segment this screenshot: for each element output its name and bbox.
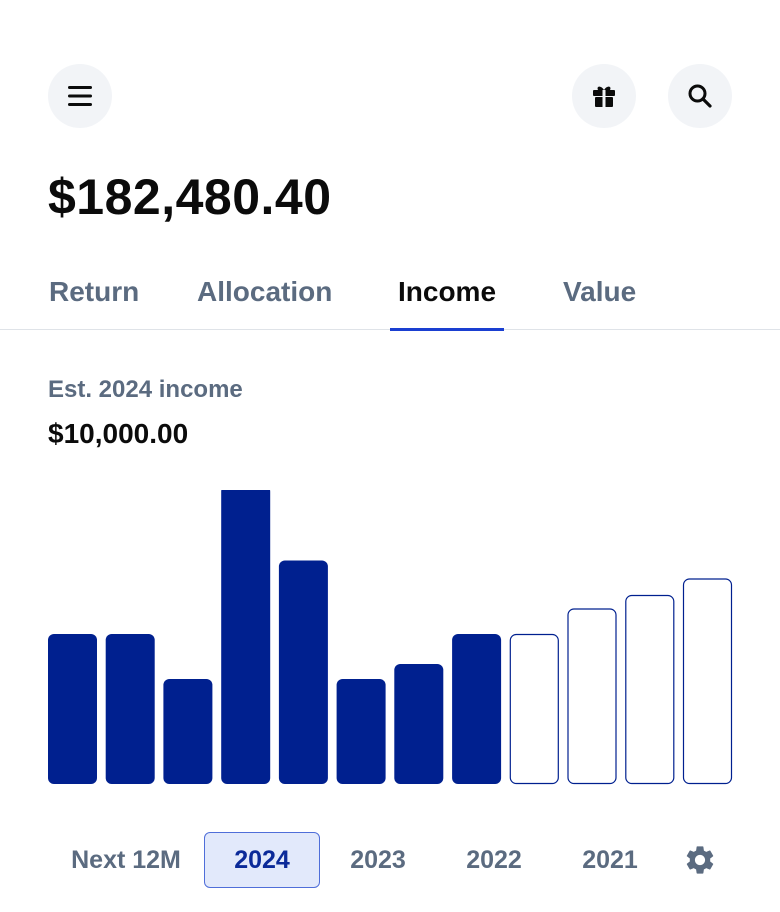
portfolio-balance: $182,480.40 <box>48 169 332 225</box>
search-button[interactable] <box>668 64 732 128</box>
gift-icon <box>593 86 615 107</box>
income-bar[interactable] <box>278 560 328 785</box>
income-bar[interactable] <box>394 664 444 784</box>
tab-bar: Return Allocation Income Value <box>0 262 780 331</box>
gear-icon <box>686 846 714 874</box>
period-2024[interactable]: 2024 <box>204 832 320 888</box>
period-2023[interactable]: 2023 <box>350 845 406 874</box>
estimated-income-label: Est. 2024 income <box>48 376 243 403</box>
projected-income-bar[interactable] <box>509 633 559 785</box>
income-bar[interactable] <box>452 634 502 784</box>
tab-income[interactable]: Income <box>389 276 505 331</box>
period-selector: Next 12M 2024 2023 2022 2021 <box>0 832 780 888</box>
menu-button[interactable] <box>48 64 112 128</box>
period-2021[interactable]: 2021 <box>582 845 638 874</box>
income-bar[interactable] <box>163 679 213 784</box>
period-next-12m[interactable]: Next 12M <box>71 845 181 874</box>
income-bar[interactable] <box>336 679 386 784</box>
projected-income-bar[interactable] <box>567 608 617 785</box>
income-bar[interactable] <box>221 490 271 784</box>
period-2022[interactable]: 2022 <box>466 845 522 874</box>
search-icon <box>688 84 712 108</box>
projected-income-bar[interactable] <box>625 594 675 785</box>
tab-allocation[interactable]: Allocation <box>197 276 333 307</box>
hamburger-menu-icon <box>68 86 92 106</box>
tab-value[interactable]: Value <box>563 276 637 307</box>
projected-income-bar[interactable] <box>682 578 733 785</box>
income-bar-chart <box>48 490 733 785</box>
estimated-income-value: $10,000.00 <box>48 418 189 449</box>
income-bar[interactable] <box>48 634 97 784</box>
settings-button[interactable] <box>680 842 720 878</box>
tab-return[interactable]: Return <box>49 276 140 307</box>
gift-button[interactable] <box>572 64 636 128</box>
income-bar[interactable] <box>105 634 155 784</box>
